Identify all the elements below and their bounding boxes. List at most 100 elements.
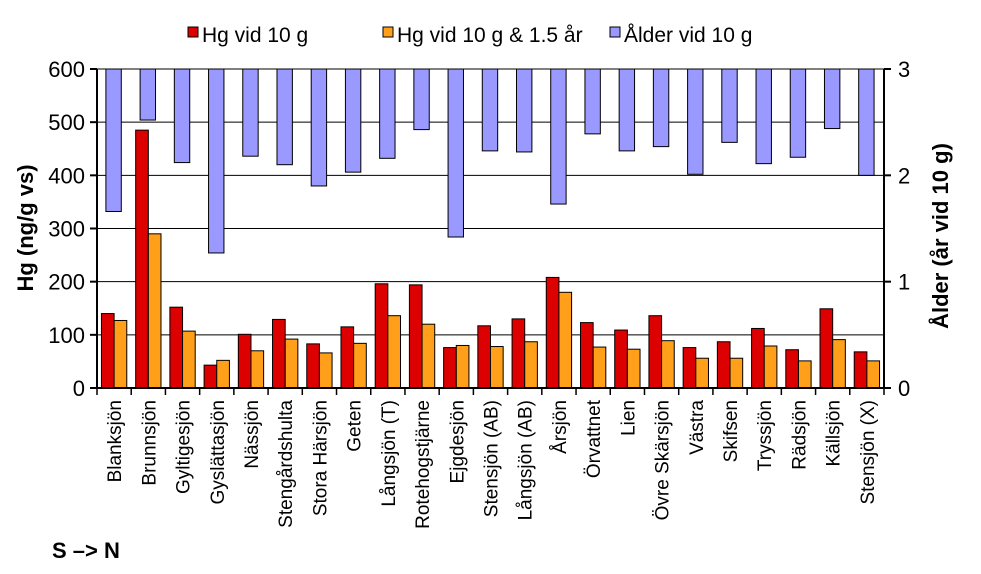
age-bar-20 [789,68,807,158]
hg-bar-22 [853,351,868,389]
hg-bar-4 [237,333,252,389]
age-bar-21 [823,68,841,130]
hg-bar-19 [751,327,765,389]
hg-bar-10 [443,347,457,389]
category-label-17: Västra [687,400,708,455]
hg-bar-20 [785,349,799,389]
category-label-0: Blanksjön [105,400,126,482]
hg-bar-0 [100,313,115,389]
age-bar-9 [413,68,430,131]
legend: Hg vid 10 g Hg vid 10 g & 1.5 år Ålder vid… [187,24,752,47]
category-label-21: Källsjön [824,400,845,467]
category-label-14: Örvattnet [584,399,605,478]
legend-label-0: Hg vid 10 g [202,24,308,47]
age-bars [105,68,875,254]
age-bar-6 [310,68,328,187]
age-bar-16 [652,68,670,148]
category-label-7: Geten [345,400,366,452]
category-label-13: Årsjön [550,400,571,454]
x-tick-labels: Blanksjön Brunnsjön Gyltigesjön Gyslättasjö… [105,399,879,529]
category-label-16: Övre Skärsjön [653,400,674,520]
hg-bar-15 [614,329,628,389]
hg-bar-1 [135,129,149,389]
hg-adj-bar-13 [558,291,573,389]
axes: 0 100 200 300 400 500 600 0 1 2 3 [48,57,910,401]
hg-adj-bar-4 [250,350,265,389]
category-label-6: Stora Härsjön [310,400,331,516]
left-axis-label: Hg (ng/g vs) [13,164,38,291]
hg-bar-16 [648,315,663,389]
age-bar-1 [139,68,157,121]
age-bar-17 [687,68,704,175]
age-bar-14 [584,68,601,135]
age-bar-15 [618,68,636,152]
age-bar-8 [379,68,396,159]
age-bar-22 [858,68,875,176]
category-label-2: Gyltigesjön [174,400,195,494]
hg-adj-bar-10 [455,344,470,389]
category-label-11: Stensjön (AB) [482,400,503,517]
hg-adj-bar-16 [661,340,675,389]
category-label-22: Stensjön (X) [858,400,879,505]
category-label-9: Rotehogstjärne [413,400,434,529]
age-bar-7 [344,68,362,173]
hg-adj-bar-14 [592,346,607,389]
age-bar-2 [173,68,191,164]
hg-bar-9 [408,284,423,389]
hg-bar-6 [306,343,320,389]
category-label-18: Skifsen [721,400,742,462]
category-label-19: Tryssjön [755,400,776,471]
right-tick-label: 0 [898,376,910,401]
hg-bar-21 [819,308,834,389]
category-label-20: Rädsjön [789,400,810,470]
age-bar-11 [481,68,499,152]
right-axis-label: Ålder (år vid 10 g) [927,143,953,329]
category-label-1: Brunnsjön [139,400,160,486]
hg-bar-12 [511,318,526,389]
hg-bar-11 [477,325,492,389]
hg-adj-bar-7 [353,342,367,389]
hg-adj-bar-18 [729,357,744,389]
hg-adj-bar-22 [866,360,881,389]
age-bar-12 [516,68,533,153]
hg-adj-bar-5 [284,338,299,389]
hg-adj-bar-3 [216,359,230,389]
hg-bar-8 [374,283,389,389]
left-tick-label: 0 [73,376,85,401]
age-bar-4 [242,68,259,157]
hg-adj-bar-20 [797,360,812,389]
hg-bar-7 [340,326,355,389]
age-bar-18 [721,68,738,143]
left-tick-label: 400 [48,163,85,188]
hg-adj-bar-12 [524,341,538,389]
hg-adj-bar-21 [832,339,846,389]
direction-label: S –> N [52,538,120,563]
hg-adj-bar-17 [695,357,709,389]
hg-adj-bar-0 [113,319,128,389]
age-bar-5 [276,68,293,166]
hg-bars [100,129,881,389]
right-tick-label: 3 [898,57,910,82]
category-label-4: Nässjön [242,400,263,469]
hg-bar-3 [203,364,218,389]
category-label-3: Gyslättasjön [208,400,229,505]
hg-adj-bar-8 [387,315,402,389]
age-bar-13 [550,68,567,205]
legend-label-1: Hg vid 10 g & 1.5 år [397,24,583,47]
hg-bar-17 [682,347,697,389]
age-bar-0 [105,68,122,212]
hg-bar-2 [169,306,184,389]
right-tick-label: 1 [898,270,910,295]
category-label-15: Lien [618,400,639,436]
hg-adj-bar-15 [626,348,641,389]
category-label-5: Stengårdshulta [276,400,297,528]
hg-adj-bar-6 [318,352,333,389]
legend-swatch-2 [609,26,621,38]
category-label-8: Långsjön (T) [379,400,400,507]
left-tick-label: 200 [48,270,85,295]
age-bar-10 [447,68,464,238]
age-bar-3 [208,68,225,254]
hg-adj-bar-1 [147,233,162,389]
